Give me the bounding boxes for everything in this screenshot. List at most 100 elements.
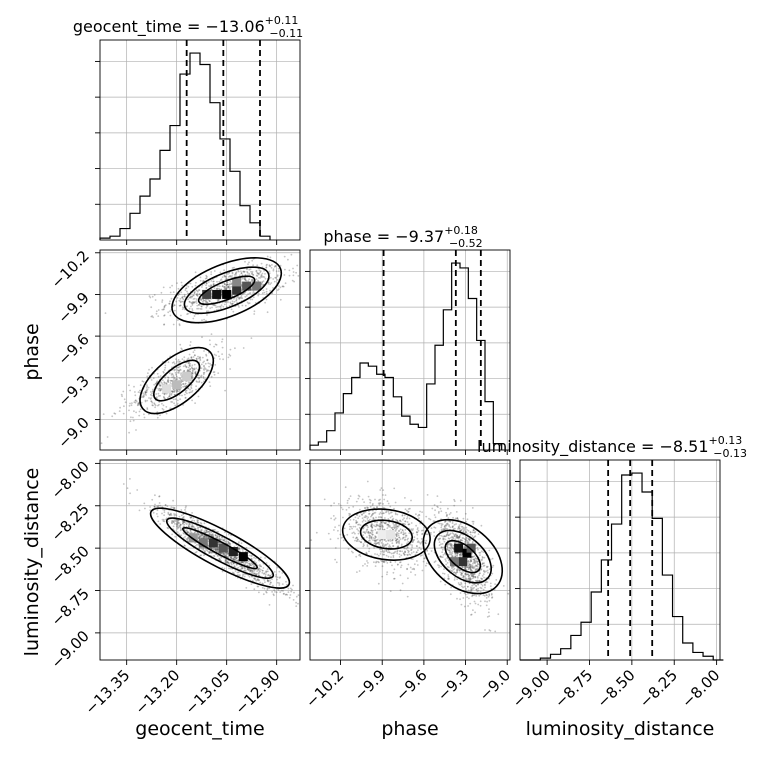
scatter-10-point [153,402,156,405]
scatter-10-point [151,404,154,407]
scatter-21-point [482,551,485,553]
scatter-21-point [371,514,373,516]
scatter-21-point [453,500,456,503]
scatter-21-point [456,569,459,572]
scatter-21-point [392,528,394,531]
scatter-20-point [205,535,207,538]
scatter-10-point [258,277,260,279]
scatter-20-point [203,535,206,538]
scatter-10-point [183,293,186,296]
scatter-20-point [258,565,261,567]
scatter-10-point [210,284,212,286]
scatter-21-point [391,515,394,518]
scatter-10-point [142,396,145,399]
scatter-20-point [189,516,192,519]
scatter-21-point [472,567,475,570]
scatter-21-point [368,536,371,539]
scatter-10-point [181,297,184,299]
scatter-10-point [196,304,199,307]
scatter-21-point [386,571,389,574]
scatter-10-point [225,288,228,290]
scatter-21-point [422,529,425,532]
scatter-10-point [200,367,203,369]
scatter-21-point [468,574,471,577]
scatter-21-point [469,573,472,575]
scatter-21-point [415,531,418,533]
scatter-21-point [485,597,488,599]
xtick-label-1-1: −9.9 [351,666,389,704]
scatter-10-point [244,279,247,281]
scatter-10-point [237,269,240,272]
scatter-20-point [241,561,244,564]
scatter-21-point [469,565,472,567]
scatter-10-point [197,357,200,360]
scatter-20-point [216,555,219,557]
scatter-10-point [193,354,196,356]
scatter-10-point [187,387,190,390]
scatter-20-point [253,577,255,580]
scatter-10-point [193,368,195,371]
scatter-10-point [191,389,194,392]
scatter-21-point [421,511,423,513]
scatter-21-point [372,533,374,536]
scatter-21-point [377,524,380,527]
scatter-10-point [190,356,193,359]
scatter-21-point [440,528,443,531]
scatter-21-point [447,507,449,510]
scatter-21-point [470,558,473,560]
scatter-20-point [276,566,279,569]
scatter-21-point [442,537,444,540]
scatter-10-point [203,350,205,352]
scatter-10-point [202,361,205,364]
scatter-20-point [224,553,227,556]
scatter-10-point [202,380,205,383]
scatter-10-point [176,297,179,299]
scatter-10-point [249,292,252,294]
scatter-20-point [224,560,227,562]
scatter-21-point [409,507,411,510]
scatter-10-point [171,391,174,393]
scatter-21-point [344,486,347,489]
scatter-20-point [164,504,167,506]
scatter-21-point [451,552,453,555]
scatter-20-point [224,558,227,561]
scatter-20-point [268,564,271,567]
scatter-21-point [428,517,430,520]
scatter-20-point [243,566,246,569]
scatter-10-point [194,354,196,357]
scatter-21-point [449,526,452,529]
scatter-21-point [391,539,394,542]
scatter-21-point [456,568,458,571]
scatter-20-point [158,495,161,498]
scatter-10-point [260,262,263,265]
scatter-21-point [494,630,497,633]
scatter-21-point [434,527,437,529]
scatter-10-point [191,366,193,368]
scatter-21-point [491,597,493,599]
scatter-21-point [488,608,490,610]
scatter-10-point [203,299,205,302]
scatter-20-point [244,567,247,570]
scatter-20-point [203,550,206,553]
scatter-21-point [346,499,349,502]
scatter-21-point [396,550,398,553]
scatter-21-point [490,592,493,595]
scatter-21-point [445,535,448,537]
scatter-10-point [228,272,231,274]
scatter-21-point [369,501,372,504]
scatter-21-point [464,567,466,570]
scatter-20-point [174,535,177,538]
scatter-10-point [214,304,217,307]
scatter-10-point [224,275,226,278]
scatter-10-point [175,362,178,364]
scatter-10-point [171,376,174,379]
scatter-20-point [222,552,225,555]
ylabel-luminosity-distance: luminosity_distance [21,468,43,657]
scatter-20-point [205,529,208,532]
scatter-21-point [410,499,412,502]
scatter-21-point [418,514,421,516]
scatter-21-point [467,605,469,607]
scatter-20-point [193,532,196,534]
scatter-20-point [202,537,205,539]
scatter-21-point [374,553,376,555]
